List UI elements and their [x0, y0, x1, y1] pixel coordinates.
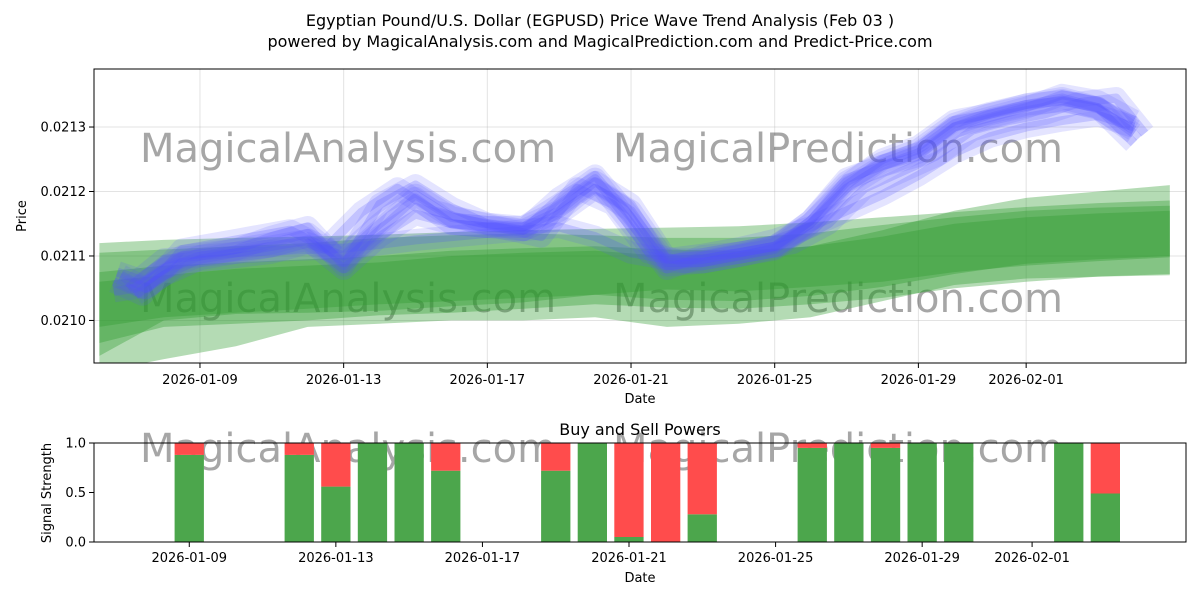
green-trend-bands [99, 185, 1170, 363]
buy-sell-y-tick-label: 0.5 [65, 486, 86, 501]
price-chart-y-tick-label: 0.0212 [41, 185, 87, 200]
green-band-3 [99, 185, 1170, 363]
buy-sell-x-tick-label: 2026-02-01 [994, 551, 1070, 566]
green-band-1 [99, 205, 1170, 343]
watermark-analysis-top: MagicalAnalysis.com [140, 126, 556, 172]
figure-title-line1: Egyptian Pound/U.S. Dollar (EGPUSD) Pric… [306, 11, 894, 30]
buy-bar [797, 447, 827, 542]
green-band-0 [99, 200, 1170, 356]
sell-bar [870, 443, 901, 448]
blue-wave-core-5 [132, 95, 1137, 299]
blue-wave-core-3 [118, 90, 1137, 293]
sell-bar [797, 443, 827, 448]
price-chart-y-ticks: 0.0210 0.0211 0.0212 0.0213 [41, 121, 94, 329]
buy-sell-x-tick-label: 2026-01-17 [445, 551, 521, 566]
price-chart-x-tick-label: 2026-01-21 [593, 373, 669, 388]
buy-sell-xlabel: Date [624, 571, 655, 586]
buy-bar [321, 486, 351, 542]
sell-bar [541, 443, 571, 471]
blue-wave-wide-5 [129, 88, 1140, 304]
buy-bar [870, 447, 901, 542]
sell-bar [687, 443, 717, 515]
price-chart-grid [94, 69, 1186, 363]
green-band-2 [99, 210, 1170, 327]
sell-bar [614, 443, 644, 537]
buy-sell-bars [174, 443, 1120, 542]
price-chart-x-tick-label: 2026-01-29 [881, 373, 957, 388]
buy-bar [687, 514, 717, 542]
price-chart-x-ticks: 2026-01-09 2026-01-13 2026-01-17 2026-01-21… [162, 363, 1064, 388]
buy-bar [1054, 443, 1084, 542]
sell-bar [174, 443, 204, 455]
watermark-prediction-bottom: MagicalPrediction.com [613, 276, 1063, 322]
sell-bar [321, 443, 351, 487]
buy-sell-y-tick-label: 0.0 [65, 536, 86, 551]
buy-bar [1090, 493, 1120, 542]
buy-bar [284, 454, 314, 542]
price-chart-watermarks: MagicalAnalysis.com MagicalPrediction.co… [140, 126, 1063, 322]
buy-bar [834, 443, 864, 542]
figure-title-line2: powered by MagicalAnalysis.com and Magic… [267, 32, 932, 51]
buy-bar [394, 443, 424, 542]
sell-bar [651, 443, 681, 542]
buy-bar [357, 443, 388, 542]
price-chart-y-tick-label: 0.0213 [41, 121, 87, 136]
blue-wave-wide-3 [115, 83, 1140, 300]
price-chart-x-tick-label: 2026-01-13 [306, 373, 382, 388]
blue-wave-core-0 [113, 110, 1136, 296]
blue-wave-wide-1 [109, 87, 1154, 306]
sell-bar [284, 443, 314, 455]
price-chart-x-tick-label: 2026-02-01 [988, 373, 1064, 388]
buy-sell-chart-title: Buy and Sell Powers [559, 420, 721, 439]
sell-bar [1090, 443, 1120, 494]
buy-bar [431, 470, 461, 542]
buy-sell-y-ticks: 0.0 0.5 1.0 [65, 437, 94, 551]
buy-bar [577, 443, 607, 542]
price-chart-ylabel: Price [15, 200, 30, 232]
blue-wave-core-4 [125, 93, 1137, 292]
buy-bar [541, 470, 571, 542]
price-chart-frame [93, 68, 1187, 364]
buy-sell-x-tick-label: 2026-01-09 [151, 551, 227, 566]
buy-bar [174, 454, 204, 542]
buy-sell-y-tick-label: 1.0 [65, 437, 86, 452]
buy-sell-x-tick-label: 2026-01-25 [738, 551, 814, 566]
blue-wave-wide-0 [112, 104, 1138, 303]
price-chart-y-tick-label: 0.0210 [41, 314, 87, 329]
buy-sell-x-tick-label: 2026-01-21 [591, 551, 667, 566]
buy-sell-x-ticks: 2026-01-09 2026-01-13 2026-01-17 2026-01-21… [151, 542, 1070, 566]
watermark-analysis-bottom: MagicalAnalysis.com [140, 276, 556, 322]
buy-bar [907, 443, 937, 542]
buy-sell-x-tick-label: 2026-01-29 [884, 551, 960, 566]
blue-wave-lines [109, 83, 1154, 306]
buy-bar [614, 537, 644, 542]
watermark-prediction-top: MagicalPrediction.com [613, 126, 1063, 172]
blue-wave-core-1 [111, 93, 1149, 300]
price-chart-y-tick-label: 0.0211 [41, 249, 87, 264]
blue-wave-wide-4 [121, 87, 1141, 297]
buy-sell-chart: Buy and Sell Powers MagicalAnalysis.com … [40, 420, 1187, 586]
price-chart-x-tick-label: 2026-01-17 [450, 373, 526, 388]
buy-sell-x-tick-label: 2026-01-13 [298, 551, 374, 566]
sell-bar [431, 443, 461, 471]
price-chart-x-tick-label: 2026-01-25 [737, 373, 813, 388]
price-chart: MagicalAnalysis.com MagicalPrediction.co… [15, 68, 1187, 407]
blue-wave-core-2 [115, 96, 1138, 287]
buy-sell-ylabel: Signal Strength [40, 443, 55, 543]
blue-wave-wide-2 [113, 90, 1142, 293]
buy-bar [944, 443, 974, 542]
price-chart-x-tick-label: 2026-01-09 [162, 373, 238, 388]
price-chart-xlabel: Date [624, 392, 655, 407]
